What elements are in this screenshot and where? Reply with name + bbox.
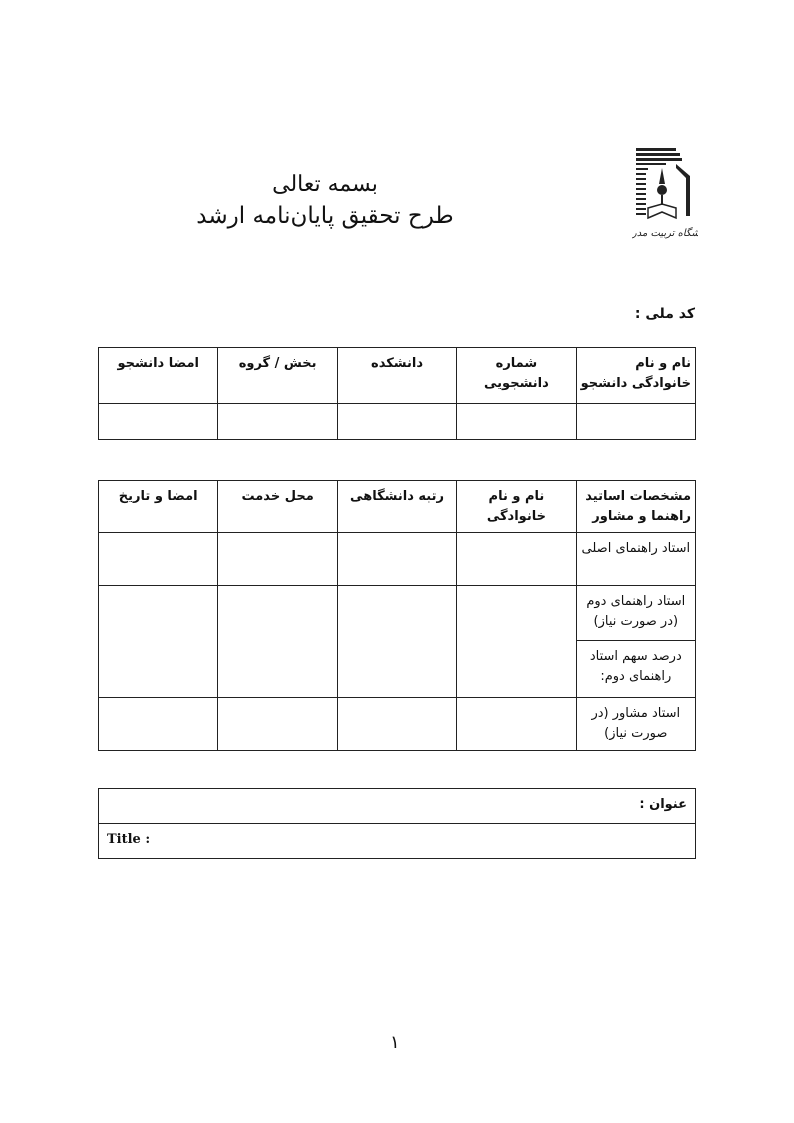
english-title-field[interactable]: Title : (98, 823, 696, 859)
header-student-name: نام و نام خانوادگی دانشجو (575, 347, 697, 404)
national-id-label: کد ملی : (634, 306, 695, 322)
department-cell[interactable] (217, 403, 338, 440)
input-cell[interactable] (97, 585, 219, 698)
input-cell[interactable] (336, 697, 458, 751)
table-header-row: مشخصات اساتید راهنما و مشاور نام و نام خ… (97, 480, 697, 533)
page-title: طرح تحقیق پایان‌نامه ارشد (196, 203, 454, 229)
table-header-row: نام و نام خانوادگی دانشجو شماره دانشجویی… (97, 347, 697, 404)
table-row (97, 403, 697, 440)
svg-text:دانشگاه تربیت مدرس: دانشگاه تربیت مدرس (632, 227, 698, 239)
university-logo: دانشگاه تربیت مدرس (632, 148, 698, 239)
page-number: ۱ (390, 1032, 400, 1053)
header-department: بخش / گروه (217, 347, 338, 404)
input-cell[interactable] (97, 697, 219, 751)
table-row: استاد راهنمای اصلی (97, 532, 697, 586)
faculty-cell[interactable] (336, 403, 458, 440)
persian-title-field[interactable]: عنوان : (98, 788, 696, 824)
supervisor-table: مشخصات اساتید راهنما و مشاور نام و نام خ… (97, 480, 697, 751)
input-cell[interactable] (456, 532, 577, 586)
table-row: درصد سهم استاد راهنمای دوم: (99, 640, 697, 698)
row-label-second-supervisor: استاد راهنمای دوم (در صورت نیاز) (575, 585, 697, 641)
header-academic-rank: رتبه دانشگاهی (336, 480, 458, 533)
row-label-advisor: استاد مشاور (در صورت نیاز) (575, 697, 697, 751)
header-line1: بسمه تعالی (272, 172, 378, 197)
input-cell[interactable] (97, 532, 219, 586)
table-row: استاد راهنمای دوم (در صورت نیاز) (97, 585, 697, 698)
student-name-cell[interactable] (575, 403, 697, 440)
input-cell[interactable] (217, 697, 338, 751)
header-student-signature: امضا دانشجو (97, 347, 219, 404)
input-cell[interactable] (217, 585, 338, 698)
input-cell[interactable] (456, 697, 577, 751)
input-cell[interactable] (336, 585, 458, 698)
header-supervisor-specs: مشخصات اساتید راهنما و مشاور (575, 480, 697, 533)
header-faculty: دانشکده (336, 347, 458, 404)
student-signature-cell[interactable] (97, 403, 219, 440)
input-cell[interactable] (456, 585, 577, 698)
header-student-number: شماره دانشجویی (456, 347, 577, 404)
student-number-cell[interactable] (456, 403, 577, 440)
input-cell[interactable] (217, 532, 338, 586)
header-workplace: محل خدمت (217, 480, 338, 533)
input-cell[interactable] (336, 532, 458, 586)
header-full-name: نام و نام خانوادگی (456, 480, 577, 533)
row-label-second-supervisor-share: درصد سهم استاد راهنمای دوم: (575, 640, 697, 698)
title-box: عنوان : Title : (98, 788, 696, 859)
table-row: استاد مشاور (در صورت نیاز) (97, 697, 697, 751)
row-label-main-supervisor: استاد راهنمای اصلی (575, 532, 697, 586)
student-table: نام و نام خانوادگی دانشجو شماره دانشجویی… (97, 347, 697, 440)
header-signature-date: امضا و تاریخ (97, 480, 219, 533)
